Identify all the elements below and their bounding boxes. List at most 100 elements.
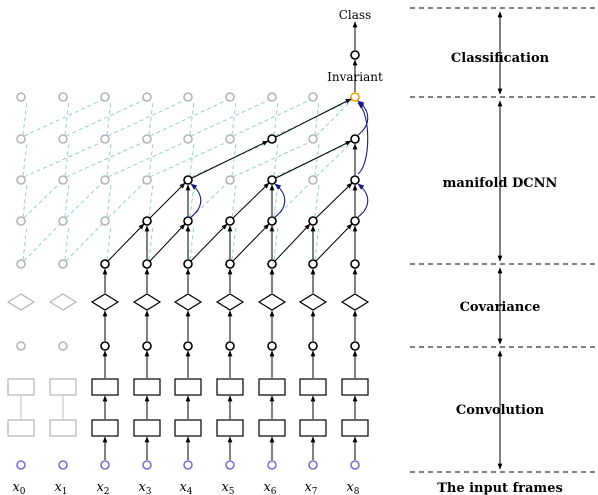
classification-node	[350, 50, 360, 60]
dashed-connection	[23, 141, 103, 178]
manifold-node	[308, 134, 318, 144]
dashed-connection	[22, 100, 28, 136]
dashed-connection	[314, 183, 320, 218]
input-frame-node	[58, 460, 68, 470]
covariance-node	[215, 293, 245, 311]
dashed-connection	[273, 224, 279, 261]
manifold-node	[142, 134, 152, 144]
dashed-connection	[106, 142, 112, 177]
dashed-connection	[64, 224, 70, 261]
manifold-node	[183, 259, 193, 269]
dashed-connection	[231, 142, 237, 177]
conv-block	[216, 419, 244, 437]
manifold-node	[183, 175, 193, 185]
conv-block	[7, 419, 35, 437]
class-label: Class	[339, 8, 372, 22]
frame-label: x5	[221, 480, 234, 495]
stage-label-input: The input frames	[437, 481, 563, 495]
manifold-node	[267, 259, 277, 269]
manifold-node	[350, 259, 360, 269]
conv-block	[341, 419, 369, 437]
dashed-connection	[189, 100, 195, 136]
conv-block	[258, 419, 286, 437]
invariant-label: Invariant	[327, 70, 383, 84]
manifold-node	[183, 216, 193, 226]
dashed-connection	[314, 224, 320, 261]
manifold-node	[142, 175, 152, 185]
dashed-connection	[23, 99, 103, 137]
manifold-node	[100, 92, 110, 102]
stage-label-classification: Classification	[451, 51, 550, 66]
feature-node	[350, 341, 360, 351]
skip-arrow	[274, 183, 286, 218]
conv-block	[341, 378, 369, 396]
dashed-connection	[231, 224, 237, 261]
manifold-node	[142, 259, 152, 269]
conv-block	[91, 378, 119, 396]
dashed-connection	[23, 182, 61, 219]
manifold-node	[308, 259, 318, 269]
dashed-connection	[148, 142, 154, 177]
dashed-connection	[65, 223, 103, 262]
dashed-connection	[273, 183, 279, 218]
manifold-node	[267, 216, 277, 226]
dashed-connection	[315, 141, 353, 178]
conv-block	[174, 419, 202, 437]
frame-label: x2	[96, 480, 109, 495]
conv-block	[299, 419, 327, 437]
dashed-connection	[22, 224, 28, 261]
conv-block	[133, 378, 161, 396]
covariance-node	[90, 293, 120, 311]
dashed-connection	[190, 182, 228, 219]
feature-node	[100, 341, 110, 351]
manifold-arrow	[274, 223, 311, 262]
dashed-connection	[107, 141, 186, 178]
feature-node	[225, 341, 235, 351]
dashed-connection	[64, 142, 70, 177]
conv-block	[7, 378, 35, 396]
frame-label: x6	[263, 480, 276, 495]
dashed-connection	[22, 183, 28, 218]
covariance-node	[340, 293, 370, 311]
manifold-node	[267, 134, 277, 144]
manifold-node	[183, 134, 193, 144]
frame-label: x4	[179, 480, 192, 495]
skip-arrow	[357, 183, 369, 218]
manifold-node	[58, 216, 68, 226]
manifold-node	[308, 92, 318, 102]
dashed-connection	[189, 183, 195, 218]
manifold-node	[142, 92, 152, 102]
conv-block	[91, 419, 119, 437]
input-frame-node	[16, 460, 26, 470]
manifold-node	[16, 175, 26, 185]
conv-block	[49, 419, 77, 437]
skip-arrow	[190, 183, 202, 218]
manifold-node	[16, 92, 26, 102]
conv-block	[299, 378, 327, 396]
dashed-connection	[231, 100, 237, 136]
manifold-node	[100, 259, 110, 269]
manifold-arrow	[275, 98, 352, 138]
network: Class Invariant x0 x1 x2 x3 x4 x5 x6 x7 x8	[6, 8, 383, 495]
manifold-node	[142, 216, 152, 226]
dashed-connection	[148, 224, 154, 261]
feature-node	[267, 341, 277, 351]
frame-label: x7	[304, 480, 317, 495]
manifold-arrow	[191, 140, 269, 179]
conv-block	[216, 378, 244, 396]
manifold-node	[58, 92, 68, 102]
dashed-connection	[107, 99, 186, 137]
input-frame-node	[183, 460, 193, 470]
manifold-arrow	[232, 223, 270, 262]
dashed-connection	[65, 99, 145, 137]
dashed-connection	[314, 100, 320, 136]
manifold-node	[225, 134, 235, 144]
dashed-connection	[107, 182, 145, 219]
manifold-arrow	[232, 182, 270, 219]
dashed-connection	[149, 141, 228, 178]
manifold-arrow	[149, 182, 186, 219]
input-frame-node	[225, 460, 235, 470]
manifold-node	[16, 134, 26, 144]
manifold-node	[58, 259, 68, 269]
dashed-connection	[232, 141, 311, 178]
